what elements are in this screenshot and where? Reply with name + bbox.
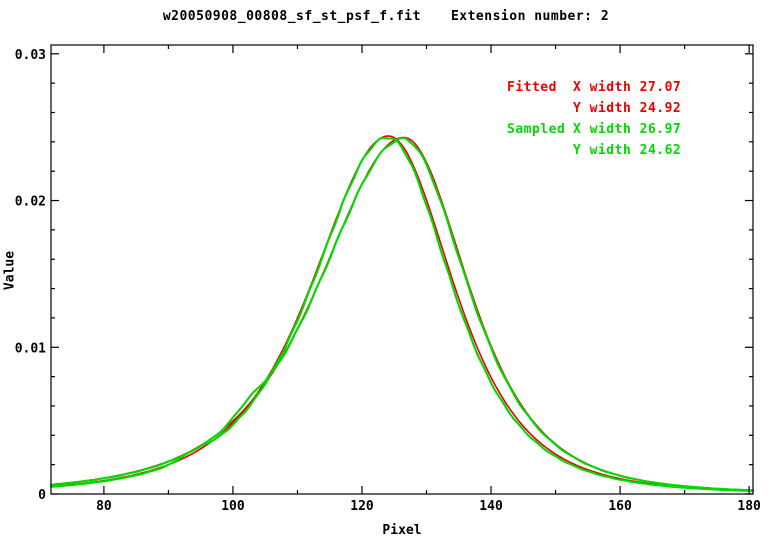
sampled-y-profile-curve (49, 136, 755, 493)
tick-labels: 80 100 120 140 160 180 0 0.01 0.02 0.03 (15, 48, 761, 514)
legend-width-value: Y width 24.92 (573, 101, 682, 116)
axis-box (50, 44, 754, 495)
legend-series-label (507, 140, 573, 161)
legend-row-sampled-x: Sampled X width 26.97 (507, 119, 681, 140)
y-tick-label: 0.01 (15, 341, 46, 356)
legend: Fitted X width 27.07 Y width 24.92 Sampl… (507, 77, 681, 161)
x-tick-label: 100 (221, 499, 245, 514)
legend-row-fitted-y: Y width 24.92 (507, 98, 681, 119)
legend-row-sampled-y: Y width 24.62 (507, 140, 681, 161)
y-axis-label: Value (2, 250, 18, 291)
legend-row-fitted-x: Fitted X width 27.07 (507, 77, 681, 98)
sampled-x-profile-curve (49, 136, 755, 492)
x-tick-label: 120 (350, 499, 374, 514)
legend-width-value: X width 27.07 (573, 80, 682, 95)
axis-ticks (51, 45, 753, 495)
legend-width-value: X width 26.97 (573, 122, 682, 137)
y-tick-label: 0.03 (15, 48, 46, 63)
fits-filename: w20050908_00808_sf_st_psf_f.fit (162, 9, 421, 24)
legend-series-label (507, 98, 573, 119)
fitted-y-profile-curve (50, 135, 754, 492)
figure-title: w20050908_00808_sf_st_psf_f.fit Extensio… (0, 9, 772, 24)
x-tick-label: 140 (479, 499, 503, 514)
legend-series-label: Sampled (507, 122, 566, 137)
extension-number-label: Extension number: 2 (450, 9, 610, 24)
fitted-x-profile-curve (50, 136, 754, 492)
x-tick-label: 180 (737, 499, 761, 514)
legend-width-value: Y width 24.62 (573, 143, 682, 158)
y-tick-label: 0.02 (15, 195, 46, 210)
x-axis-label: Pixel (382, 523, 422, 538)
y-tick-label: 0 (38, 488, 46, 503)
series-curves (49, 135, 755, 493)
legend-series-label: Fitted (507, 80, 557, 95)
x-tick-label: 160 (608, 499, 632, 514)
x-tick-label: 80 (96, 499, 112, 514)
